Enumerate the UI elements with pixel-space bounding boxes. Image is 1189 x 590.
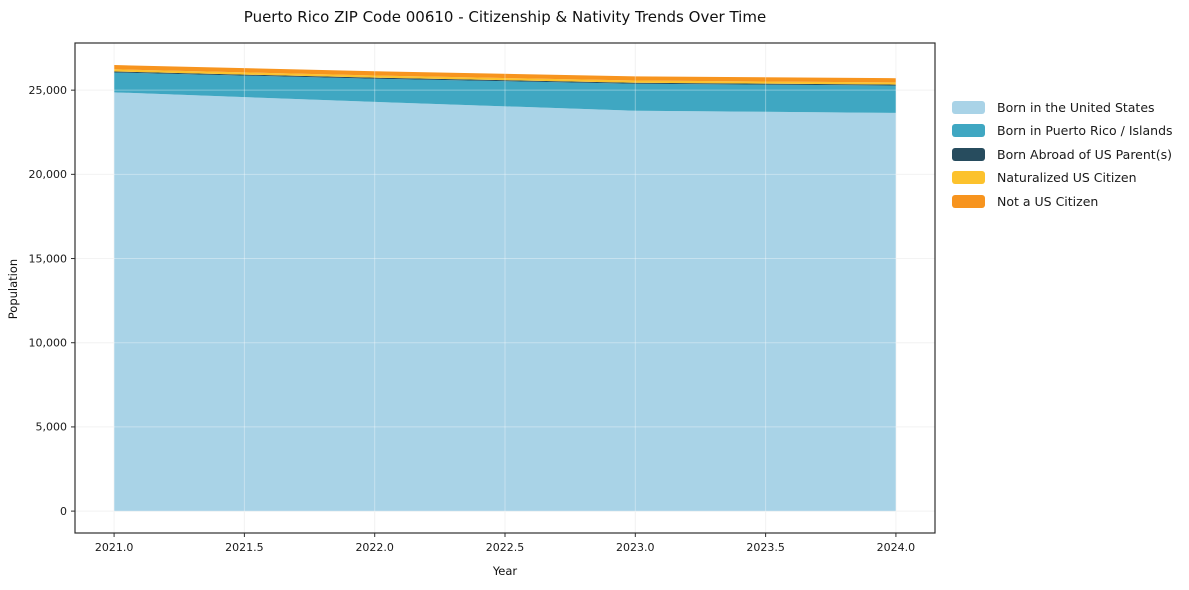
y-tick-label: 15,000 — [29, 252, 68, 265]
legend-item: Not a US Citizen — [952, 193, 1173, 209]
area-series-0 — [114, 92, 896, 512]
y-axis-label: Population — [6, 258, 20, 320]
area-series-2 — [114, 71, 896, 86]
y-tick-label: 0 — [60, 505, 67, 518]
legend-label: Naturalized US Citizen — [997, 170, 1137, 185]
legend-label: Born in Puerto Rico / Islands — [997, 123, 1173, 138]
legend-swatch — [952, 124, 985, 137]
legend-item: Born Abroad of US Parent(s) — [952, 146, 1173, 162]
legend-swatch — [952, 100, 985, 114]
y-tick-label: 10,000 — [29, 337, 68, 350]
x-tick-label: 2022.5 — [486, 541, 525, 554]
area-series-4 — [114, 65, 896, 83]
chart-title: Puerto Rico ZIP Code 00610 - Citizenship… — [243, 8, 767, 26]
legend-item: Naturalized US Citizen — [952, 170, 1173, 185]
x-tick-label: 2023.0 — [616, 541, 655, 554]
y-tick-label: 25,000 — [29, 84, 68, 97]
area-series-1 — [114, 72, 896, 113]
legend-label: Born in the United States — [997, 99, 1155, 115]
legend-swatch — [952, 171, 985, 184]
y-tick-label: 5,000 — [36, 421, 68, 434]
x-tick-label: 2021.0 — [95, 541, 134, 554]
x-tick-label: 2022.0 — [355, 541, 394, 554]
x-tick-label: 2023.5 — [746, 541, 785, 554]
legend-swatch — [952, 194, 985, 208]
x-tick-label: 2021.5 — [225, 541, 264, 554]
legend-label: Born Abroad of US Parent(s) — [997, 146, 1172, 162]
x-tick-label: 2024.0 — [877, 541, 916, 554]
legend: Born in the United States Born in Puerto … — [952, 99, 1173, 209]
legend-swatch — [952, 147, 985, 161]
legend-item: Born in the United States — [952, 99, 1173, 115]
legend-item: Born in Puerto Rico / Islands — [952, 123, 1173, 138]
legend-label: Not a US Citizen — [997, 193, 1099, 209]
area-series-3 — [114, 69, 896, 85]
x-axis-label: Year — [492, 564, 518, 578]
y-tick-label: 20,000 — [29, 168, 68, 181]
